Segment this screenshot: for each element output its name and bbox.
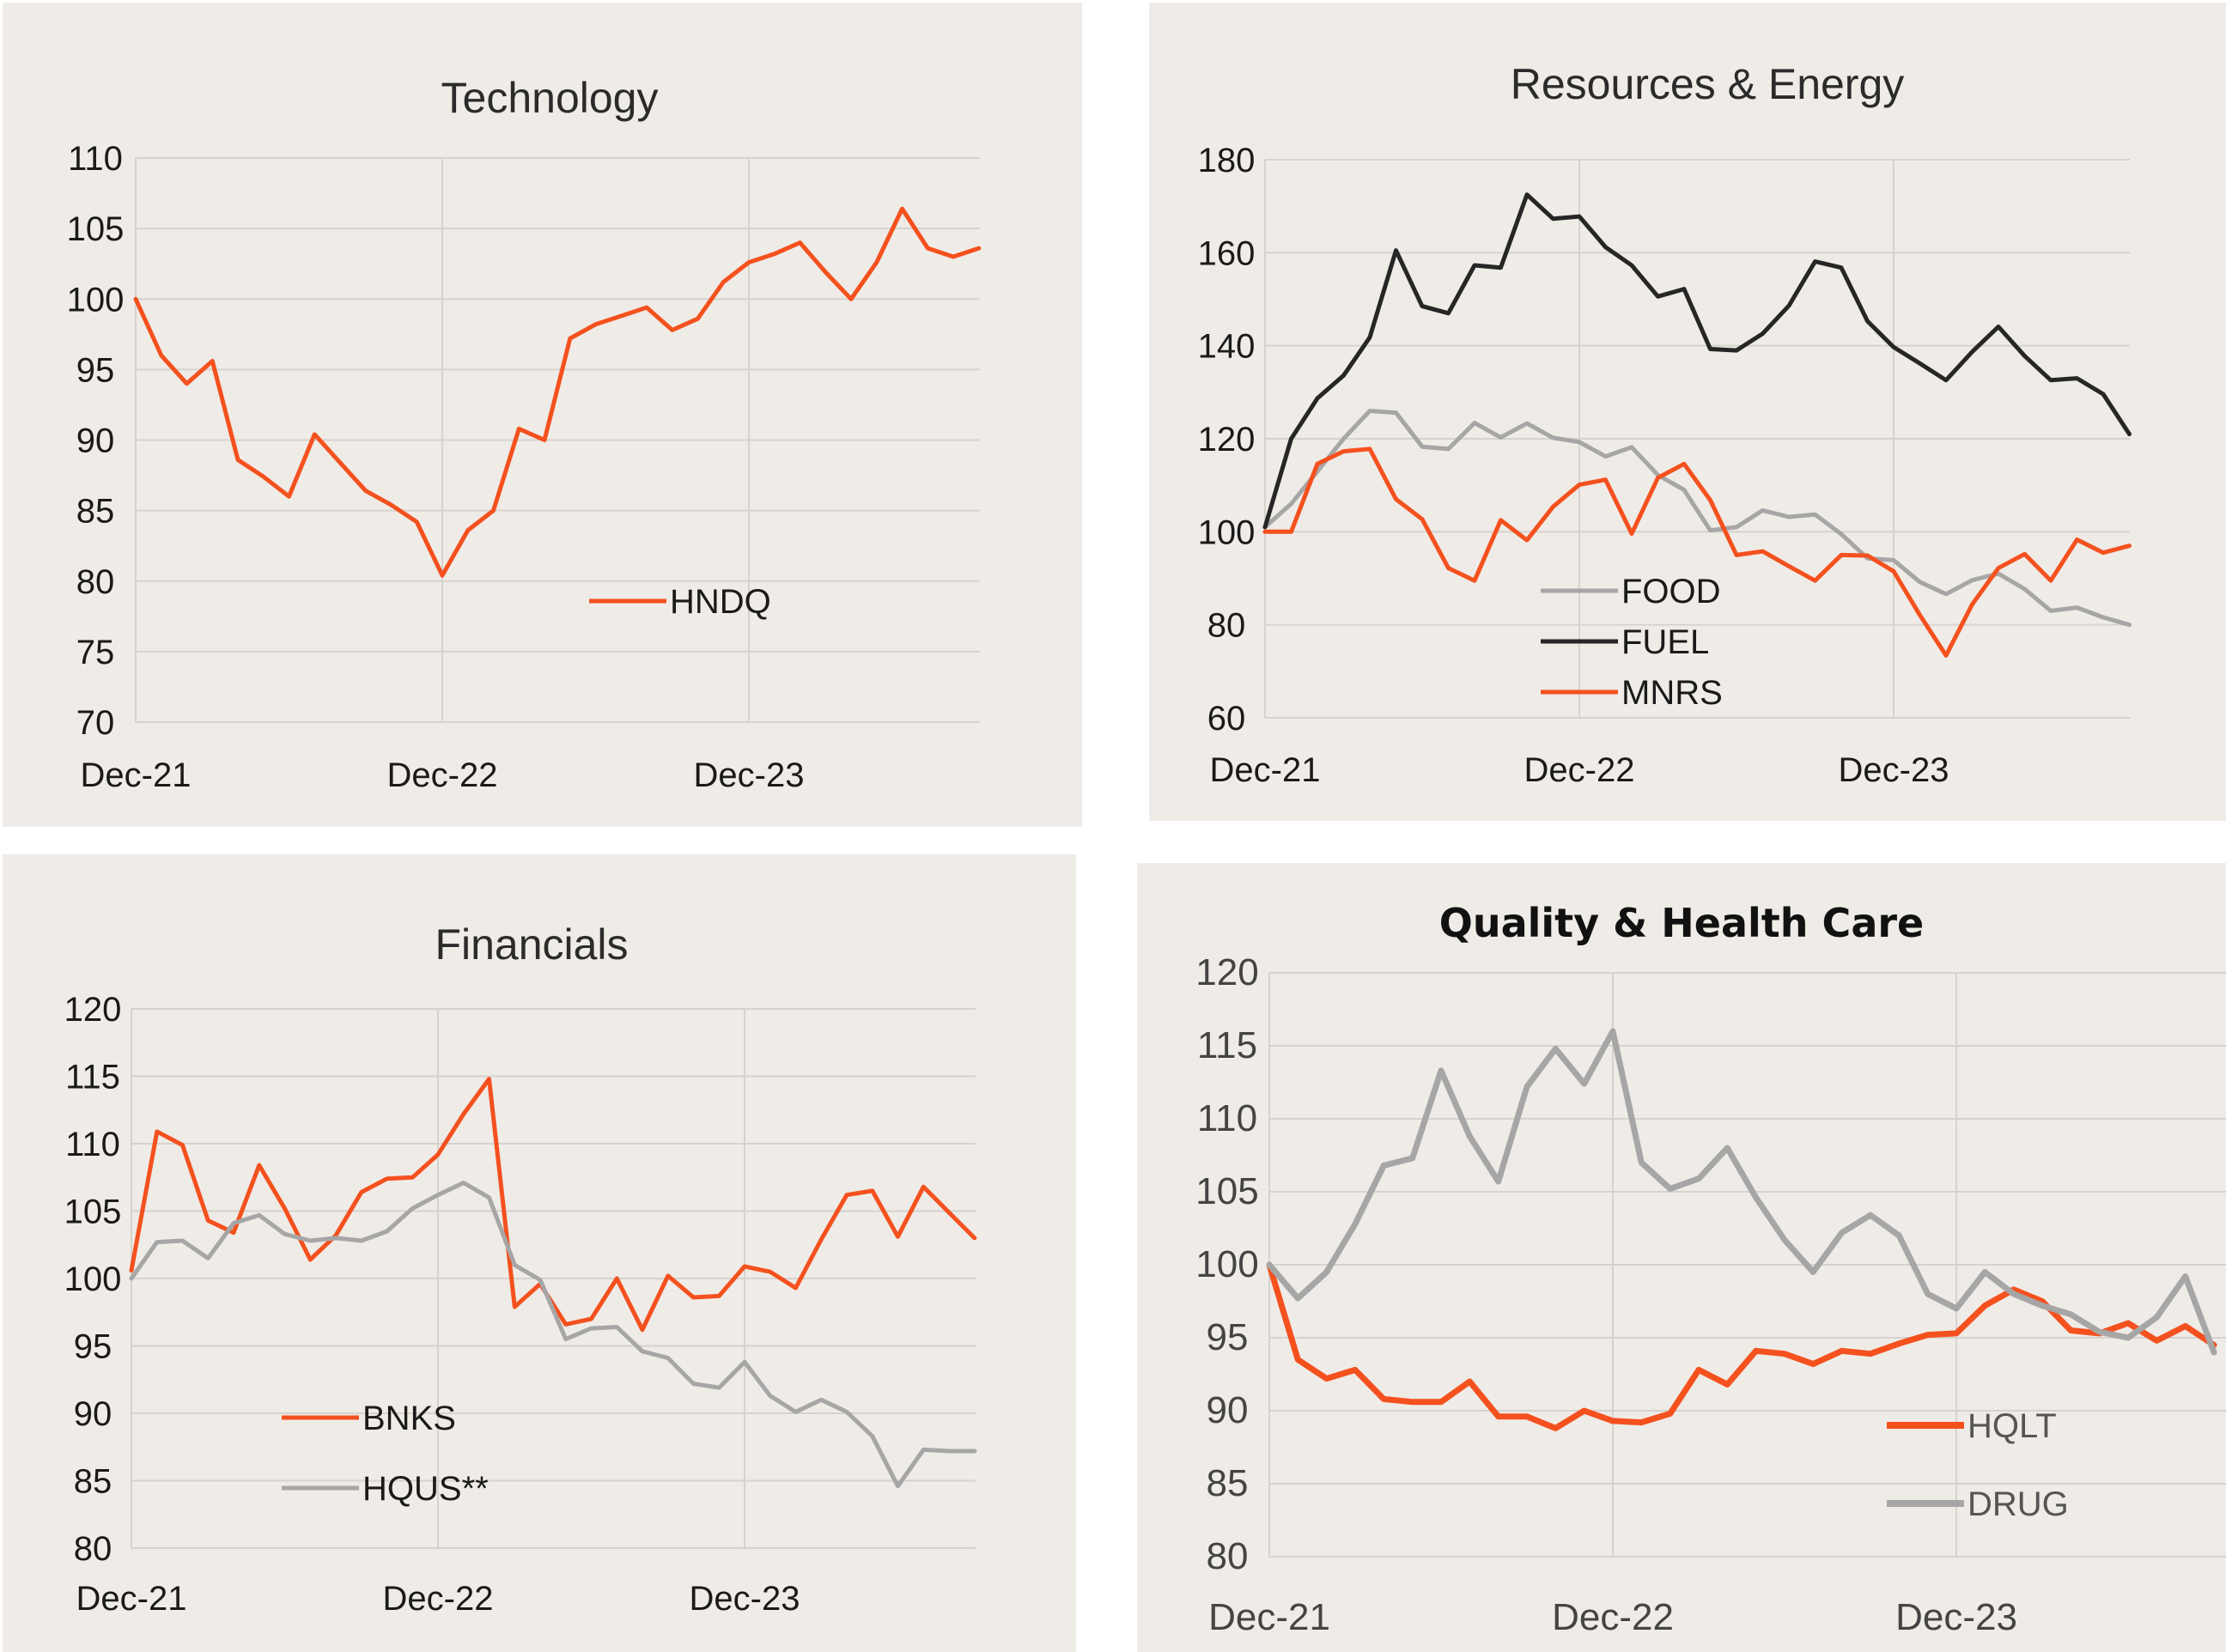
quality-health-care-x-tick-label: Dec-21 [1208, 1596, 1330, 1638]
financials-legend-label-hqus: HQUS** [362, 1470, 489, 1508]
technology-y-tick-label: 75 [76, 634, 115, 671]
quality-health-care-y-tick-label: 80 [1207, 1535, 1249, 1577]
technology-legend-label-hndq: HNDQ [670, 583, 771, 621]
financials-chart: Financials 80 85 90 95 100 105 110 115 120 Dec-21… [64, 920, 977, 1618]
resources-energy-series-line-mnrs [1262, 446, 2132, 658]
financials-y-tick-label: 80 [74, 1530, 113, 1568]
technology-chart: Technology 70 75 80 85 90 95 100 105 110 Dec-21 De… [67, 74, 982, 794]
resources-energy-y-tick-label: 80 [1207, 607, 1246, 645]
quality-health-care-legend-label-hqlt: HQLT [1968, 1407, 2057, 1445]
resources-energy-series-line-fuel [1262, 192, 2132, 530]
financials-x-tick-label: Dec-21 [76, 1580, 187, 1618]
financials-y-tick-label: 95 [74, 1328, 113, 1366]
quality-health-care-x-tick-label: Dec-23 [1895, 1596, 2017, 1638]
technology-y-tick-label: 80 [76, 563, 115, 601]
financials-chart-title: Financials [435, 920, 628, 969]
resources-energy-legend-label-fuel: FUEL [1621, 623, 1709, 661]
quality-health-care-legend-label-drug: DRUG [1968, 1485, 2069, 1523]
resources-energy-legend-label-food: FOOD [1621, 573, 1721, 610]
resources-energy-y-tick-label: 160 [1198, 234, 1256, 272]
technology-chart-title: Technology [441, 74, 659, 122]
financials-x-tick-label: Dec-22 [383, 1580, 494, 1618]
resources-energy-chart-panel: Resources & Energy 60 80 100 120 140 160 180 De… [1149, 3, 2226, 821]
resources-energy-y-tick-label: 180 [1198, 142, 1256, 179]
financials-y-tick-label: 100 [64, 1260, 122, 1298]
resources-energy-y-tick-label: 60 [1207, 700, 1246, 738]
quality-health-care-y-tick-label: 105 [1195, 1170, 1258, 1212]
technology-y-tick-label: 110 [68, 140, 123, 178]
financials-y-tick-label: 85 [74, 1463, 113, 1501]
quality-health-care-series-line-hqlt [1266, 1261, 2217, 1431]
financials-series-line-bnks [129, 1077, 977, 1333]
technology-x-tick-label: Dec-21 [81, 756, 192, 794]
financials-y-tick-label: 110 [65, 1126, 120, 1163]
quality-health-care-y-tick-label: 100 [1195, 1243, 1258, 1285]
technology-y-tick-label: 95 [76, 351, 115, 389]
technology-y-tick-label: 85 [76, 493, 115, 531]
resources-energy-chart: Resources & Energy 60 80 100 120 140 160 180 De… [1198, 60, 2132, 789]
quality-health-care-x-tick-label: Dec-22 [1552, 1596, 1674, 1638]
quality-health-care-chart-panel: Quality & Health Care 80 85 90 95 100 105 110 1… [1137, 863, 2226, 1652]
technology-y-tick-label: 90 [76, 422, 115, 460]
technology-chart-panel: Technology 70 75 80 85 90 95 100 105 110 Dec-21 De… [3, 3, 1082, 827]
resources-energy-y-tick-label: 100 [1198, 513, 1256, 551]
financials-x-tick-label: Dec-23 [690, 1580, 800, 1618]
quality-health-care-y-tick-label: 120 [1195, 951, 1258, 993]
resources-energy-y-tick-label: 140 [1198, 328, 1256, 366]
financials-y-tick-label: 105 [64, 1193, 122, 1231]
quality-health-care-y-tick-label: 95 [1207, 1316, 1249, 1358]
resources-energy-x-tick-label: Dec-21 [1210, 751, 1321, 789]
resources-energy-series-line-food [1262, 409, 2132, 628]
quality-health-care-chart: Quality & Health Care 80 85 90 95 100 105 110 1… [1195, 900, 2226, 1638]
technology-x-tick-label: Dec-22 [387, 756, 498, 794]
quality-health-care-y-tick-label: 115 [1197, 1024, 1257, 1066]
technology-x-tick-label: Dec-23 [694, 756, 805, 794]
quality-health-care-series-line-drug [1266, 1028, 2217, 1356]
resources-energy-legend-label-mnrs: MNRS [1621, 674, 1723, 712]
quality-health-care-y-tick-label: 110 [1197, 1097, 1257, 1139]
financials-legend-label-bnks: BNKS [362, 1400, 456, 1437]
financials-y-tick-label: 90 [74, 1395, 113, 1433]
quality-health-care-y-tick-label: 90 [1207, 1389, 1249, 1431]
quality-health-care-y-tick-label: 85 [1207, 1462, 1249, 1504]
technology-y-tick-label: 100 [67, 281, 125, 319]
financials-y-tick-label: 120 [64, 991, 122, 1029]
resources-energy-x-tick-label: Dec-22 [1524, 751, 1635, 789]
resources-energy-x-tick-label: Dec-23 [1839, 751, 1949, 789]
financials-y-tick-label: 115 [65, 1059, 120, 1096]
financials-series-line-hqus [129, 1181, 977, 1489]
technology-series-line-hndq [133, 206, 982, 578]
financials-chart-panel: Financials 80 85 90 95 100 105 110 115 120 Dec-21… [3, 854, 1076, 1652]
technology-y-tick-label: 70 [76, 704, 115, 742]
resources-energy-y-tick-label: 120 [1198, 421, 1256, 459]
technology-y-tick-label: 105 [67, 210, 125, 248]
resources-energy-chart-title: Resources & Energy [1511, 60, 1905, 108]
quality-health-care-chart-title: Quality & Health Care [1439, 900, 1925, 946]
